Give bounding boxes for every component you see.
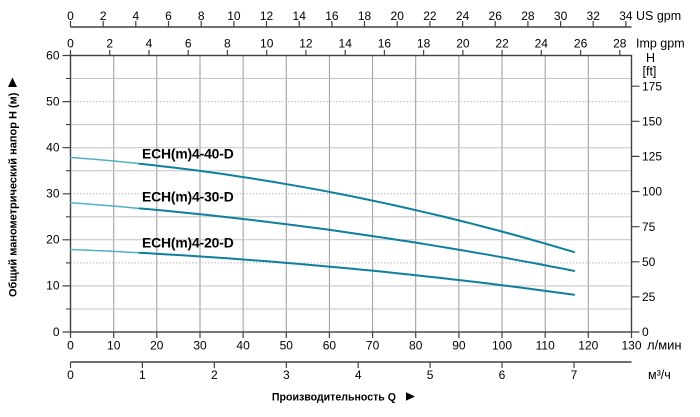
svg-text:40: 40 — [236, 338, 250, 352]
svg-text:24: 24 — [456, 9, 470, 23]
svg-text:US gpm: US gpm — [636, 9, 681, 23]
svg-text:л/мин: л/мин — [647, 337, 682, 352]
svg-text:22: 22 — [423, 9, 437, 23]
svg-text:6: 6 — [185, 37, 192, 51]
svg-text:100: 100 — [492, 338, 512, 352]
svg-text:10: 10 — [107, 338, 121, 352]
svg-text:3: 3 — [283, 368, 290, 382]
svg-text:130: 130 — [621, 338, 641, 352]
svg-text:0: 0 — [642, 325, 649, 339]
svg-text:40: 40 — [46, 141, 60, 155]
svg-text:ECH(m)4-20-D: ECH(m)4-20-D — [142, 235, 234, 251]
svg-text:10: 10 — [260, 37, 274, 51]
svg-text:75: 75 — [642, 220, 656, 234]
svg-text:H: H — [646, 51, 655, 65]
svg-text:10: 10 — [46, 279, 60, 293]
svg-text:24: 24 — [535, 37, 549, 51]
svg-text:12: 12 — [260, 9, 274, 23]
svg-text:90: 90 — [452, 338, 466, 352]
svg-text:18: 18 — [417, 37, 431, 51]
svg-text:32: 32 — [587, 9, 601, 23]
svg-text:ECH(m)4-40-D: ECH(m)4-40-D — [142, 146, 234, 162]
svg-text:30: 30 — [46, 187, 60, 201]
svg-text:6: 6 — [165, 9, 172, 23]
svg-text:Производительность Q: Производительность Q — [272, 392, 396, 404]
svg-text:6: 6 — [499, 368, 506, 382]
svg-text:4: 4 — [146, 37, 153, 51]
svg-text:2: 2 — [211, 368, 218, 382]
svg-text:20: 20 — [456, 37, 470, 51]
svg-text:5: 5 — [427, 368, 434, 382]
svg-text:60: 60 — [323, 338, 337, 352]
svg-text:20: 20 — [391, 9, 405, 23]
svg-text:30: 30 — [193, 338, 207, 352]
svg-text:14: 14 — [339, 37, 353, 51]
svg-text:28: 28 — [521, 9, 535, 23]
svg-text:0: 0 — [67, 338, 74, 352]
svg-text:Imp gpm: Imp gpm — [636, 37, 685, 51]
svg-text:16: 16 — [378, 37, 392, 51]
svg-text:8: 8 — [224, 37, 231, 51]
svg-text:100: 100 — [642, 185, 662, 199]
svg-text:120: 120 — [578, 338, 598, 352]
svg-text:18: 18 — [358, 9, 372, 23]
svg-text:[ft]: [ft] — [643, 65, 657, 79]
svg-text:0: 0 — [67, 37, 74, 51]
svg-text:10: 10 — [227, 9, 241, 23]
svg-text:80: 80 — [409, 338, 423, 352]
svg-text:0: 0 — [67, 368, 74, 382]
svg-text:50: 50 — [280, 338, 294, 352]
svg-text:7: 7 — [571, 368, 578, 382]
svg-text:22: 22 — [495, 37, 509, 51]
svg-text:0: 0 — [53, 325, 60, 339]
svg-text:25: 25 — [642, 290, 656, 304]
svg-text:14: 14 — [293, 9, 307, 23]
svg-text:м³/ч: м³/ч — [648, 368, 671, 382]
svg-text:26: 26 — [489, 9, 503, 23]
svg-text:28: 28 — [613, 37, 627, 51]
svg-text:175: 175 — [642, 79, 662, 93]
svg-text:4: 4 — [132, 9, 139, 23]
svg-text:ECH(m)4-30-D: ECH(m)4-30-D — [142, 189, 234, 205]
svg-text:8: 8 — [198, 9, 205, 23]
svg-text:20: 20 — [150, 338, 164, 352]
svg-text:50: 50 — [46, 94, 60, 108]
svg-text:16: 16 — [325, 9, 339, 23]
svg-text:12: 12 — [299, 37, 313, 51]
svg-text:70: 70 — [366, 338, 380, 352]
svg-text:4: 4 — [355, 368, 362, 382]
svg-text:125: 125 — [642, 150, 662, 164]
svg-text:Общий манометрический напор H: Общий манометрический напор H (м) — [8, 92, 20, 297]
svg-text:60: 60 — [46, 48, 60, 62]
svg-text:2: 2 — [100, 9, 107, 23]
svg-text:1: 1 — [139, 368, 146, 382]
svg-text:30: 30 — [554, 9, 568, 23]
svg-text:150: 150 — [642, 114, 662, 128]
svg-text:0: 0 — [67, 9, 74, 23]
svg-text:50: 50 — [642, 255, 656, 269]
svg-text:20: 20 — [46, 233, 60, 247]
svg-text:26: 26 — [574, 37, 588, 51]
svg-text:110: 110 — [536, 338, 555, 352]
svg-text:34: 34 — [619, 9, 633, 23]
svg-text:2: 2 — [106, 37, 113, 51]
